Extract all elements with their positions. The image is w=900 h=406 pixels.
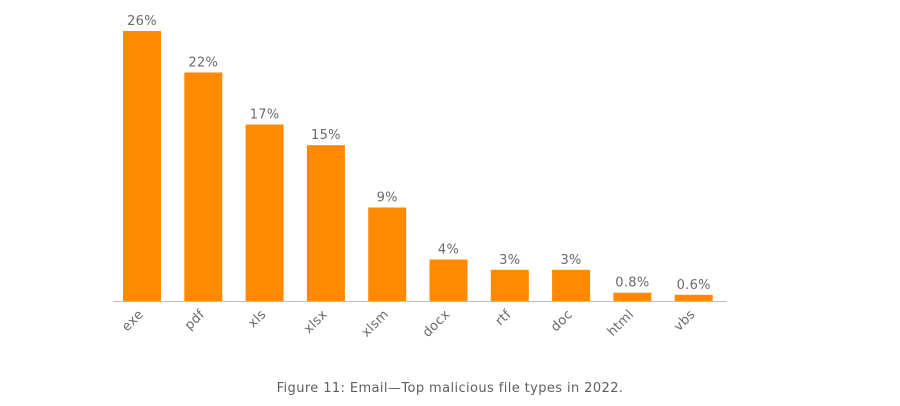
value-label-vbs: 0.6% — [677, 278, 711, 293]
bar-html — [613, 292, 652, 301]
category-label-docx: docx — [420, 307, 453, 340]
bar-xlsx — [306, 145, 345, 301]
category-label-xlsx: xlsx — [301, 307, 331, 337]
category-label-doc: doc — [548, 307, 576, 335]
category-label-exe: exe — [119, 307, 147, 335]
value-label-doc: 3% — [560, 253, 581, 268]
bar-docx — [429, 259, 468, 301]
value-label-xlsx: 15% — [311, 128, 341, 143]
bar-rtf — [490, 269, 529, 301]
category-label-xls: xls — [245, 307, 269, 331]
value-label-rtf: 3% — [499, 253, 520, 268]
category-label-pdf: pdf — [182, 307, 208, 333]
value-label-docx: 4% — [438, 243, 459, 258]
bar-doc — [552, 269, 591, 301]
bar-xlsm — [368, 207, 407, 301]
bar-exe — [123, 31, 161, 301]
category-label-html: html — [605, 307, 637, 339]
figure-caption: Figure 11: Email—Top malicious file type… — [276, 381, 624, 396]
value-label-pdf: 22% — [188, 56, 218, 71]
value-label-exe: 26% — [127, 14, 157, 29]
value-label-html: 0.8% — [615, 276, 649, 291]
bar-pdf — [184, 72, 223, 301]
bar-xls — [245, 124, 284, 301]
value-label-xlsm: 9% — [377, 191, 398, 206]
value-labels-group: 26% 22% 17% 15% 9% 4% 3% 3% 0.8% 0.6% — [127, 14, 711, 293]
category-labels-group: exe pdf xls xlsx xlsm docx rtf doc html vbs — [119, 307, 698, 340]
category-label-vbs: vbs — [671, 307, 698, 334]
category-label-xlsm: xlsm — [359, 307, 392, 340]
bars-group — [123, 31, 713, 301]
category-label-rtf: rtf — [493, 307, 515, 329]
value-label-xls: 17% — [250, 108, 280, 123]
bar-vbs — [674, 294, 713, 301]
